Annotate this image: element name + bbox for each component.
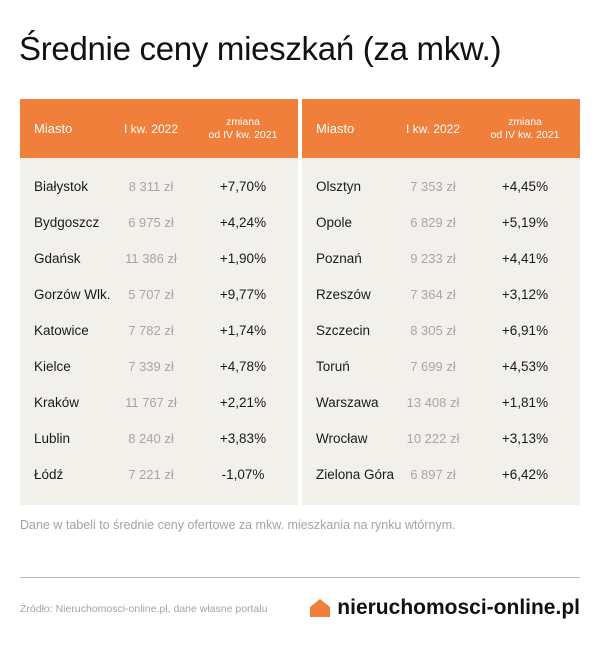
cell-change: +6,91% <box>501 322 549 338</box>
cell-city: Toruń <box>316 358 350 374</box>
table-row: Toruń 7 699 zł +4,53% <box>302 348 580 384</box>
cell-change: +4,24% <box>219 214 267 230</box>
cell-city: Zielona Góra <box>316 466 395 482</box>
table-header: Miasto I kw. 2022 zmiana od IV kw. 2021 <box>20 99 298 158</box>
header-change-line2: od IV kw. 2021 <box>490 128 560 141</box>
table-header: Miasto I kw. 2022 zmiana od IV kw. 2021 <box>302 99 580 158</box>
cell-change: +1,81% <box>501 394 549 410</box>
right-table: Miasto I kw. 2022 zmiana od IV kw. 2021 … <box>302 99 580 505</box>
cell-city: Kraków <box>34 394 80 410</box>
cell-change: +4,53% <box>501 358 549 374</box>
table-row: Gdańsk 11 386 zł +1,90% <box>20 240 298 276</box>
table-note: Dane w tabeli to średnie ceny ofertowe z… <box>20 518 456 532</box>
cell-city: Bydgoszcz <box>34 214 100 230</box>
table-row: Opole 6 829 zł +5,19% <box>302 204 580 240</box>
cell-price: 7 699 zł <box>410 358 456 374</box>
cell-change: +4,78% <box>219 358 267 374</box>
table-row: Kielce 7 339 zł +4,78% <box>20 348 298 384</box>
table-row: Bydgoszcz 6 975 zł +4,24% <box>20 204 298 240</box>
cell-price: 13 408 zł <box>406 394 460 410</box>
header-change-line1: zmiana <box>226 115 260 128</box>
cell-price: 11 767 zł <box>125 394 177 410</box>
cell-city: Gdańsk <box>34 250 81 266</box>
source-credit: Źródło: Nieruchomosci-online.pl, dane wł… <box>20 603 268 615</box>
brand-logo[interactable]: nieruchomosci-online.pl <box>309 596 580 620</box>
cell-change: -1,07% <box>221 466 265 482</box>
cell-city: Olsztyn <box>316 178 362 194</box>
table-body: Olsztyn 7 353 zł +4,45% Opole 6 829 zł +5,19%… <box>302 158 580 505</box>
header-price: I kw. 2022 <box>123 121 179 136</box>
house-icon <box>310 599 331 617</box>
cell-change: +7,70% <box>219 178 267 194</box>
cell-city: Gorzów Wlk. <box>34 286 111 302</box>
table-row: Katowice 7 782 zł +1,74% <box>20 312 298 348</box>
cell-price: 7 364 zł <box>410 286 456 302</box>
left-table: Miasto I kw. 2022 zmiana od IV kw. 2021 … <box>20 99 298 505</box>
header-change: zmiana od IV kw. 2021 <box>188 116 298 142</box>
cell-city: Katowice <box>34 322 89 338</box>
cell-price: 9 233 zł <box>410 250 456 266</box>
cell-city: Wrocław <box>316 430 368 446</box>
table-body: Białystok 8 311 zł +7,70% Bydgoszcz 6 975 zł… <box>20 158 298 505</box>
page-title: Średnie ceny mieszkań (za mkw.) <box>19 30 502 67</box>
table-row: Warszawa 13 408 zł +1,81% <box>302 384 580 420</box>
cell-price: 7 339 zł <box>128 358 174 374</box>
cell-change: +3,83% <box>219 430 267 446</box>
table-row: Rzeszów 7 364 zł +3,12% <box>302 276 580 312</box>
table-row: Olsztyn 7 353 zł +4,45% <box>302 168 580 204</box>
cell-change: +2,21% <box>219 394 267 410</box>
cell-change: +3,12% <box>501 286 549 302</box>
cell-change: +6,42% <box>501 466 549 482</box>
cell-price: 8 240 zł <box>128 430 174 446</box>
table-row: Szczecin 8 305 zł +6,91% <box>302 312 580 348</box>
header-price: I kw. 2022 <box>405 121 461 136</box>
cell-price: 11 386 zł <box>125 250 177 266</box>
header-change: zmiana od IV kw. 2021 <box>470 116 580 142</box>
cell-city: Szczecin <box>316 322 371 338</box>
table-row: Poznań 9 233 zł +4,41% <box>302 240 580 276</box>
cell-city: Warszawa <box>316 394 379 410</box>
cell-price: 6 897 zł <box>410 466 456 482</box>
header-change-line2: od IV kw. 2021 <box>208 128 278 141</box>
cell-price: 6 975 zł <box>128 214 174 230</box>
cell-change: +1,74% <box>219 322 267 338</box>
price-tables: Miasto I kw. 2022 zmiana od IV kw. 2021 … <box>20 99 580 505</box>
table-row: Zielona Góra 6 897 zł +6,42% <box>302 456 580 492</box>
table-row: Białystok 8 311 zł +7,70% <box>20 168 298 204</box>
cell-city: Poznań <box>316 250 362 266</box>
cell-city: Łódź <box>34 466 64 482</box>
cell-change: +5,19% <box>501 214 549 230</box>
cell-price: 5 707 zł <box>128 286 174 302</box>
cell-city: Opole <box>316 214 353 230</box>
cell-change: +1,90% <box>219 250 267 266</box>
table-row: Łódź 7 221 zł -1,07% <box>20 456 298 492</box>
cell-change: +4,45% <box>501 178 549 194</box>
cell-price: 8 305 zł <box>410 322 456 338</box>
header-change-line1: zmiana <box>508 115 542 128</box>
cell-price: 7 353 zł <box>410 178 456 194</box>
brand-name: nieruchomosci-online.pl <box>337 596 580 619</box>
table-row: Gorzów Wlk. 5 707 zł +9,77% <box>20 276 298 312</box>
cell-price: 6 829 zł <box>410 214 456 230</box>
divider <box>20 577 580 578</box>
cell-change: +4,41% <box>501 250 549 266</box>
cell-city: Kielce <box>34 358 71 374</box>
cell-city: Białystok <box>34 178 89 194</box>
cell-change: +9,77% <box>219 286 267 302</box>
cell-price: 8 311 zł <box>128 178 174 194</box>
table-row: Lublin 8 240 zł +3,83% <box>20 420 298 456</box>
cell-change: +3,13% <box>501 430 549 446</box>
cell-price: 10 222 zł <box>406 430 460 446</box>
cell-price: 7 221 zł <box>128 466 174 482</box>
table-row: Wrocław 10 222 zł +3,13% <box>302 420 580 456</box>
cell-price: 7 782 zł <box>128 322 174 338</box>
header-city: Miasto <box>34 121 73 136</box>
cell-city: Rzeszów <box>316 286 371 302</box>
table-row: Kraków 11 767 zł +2,21% <box>20 384 298 420</box>
header-city: Miasto <box>316 121 355 136</box>
cell-city: Lublin <box>34 430 71 446</box>
